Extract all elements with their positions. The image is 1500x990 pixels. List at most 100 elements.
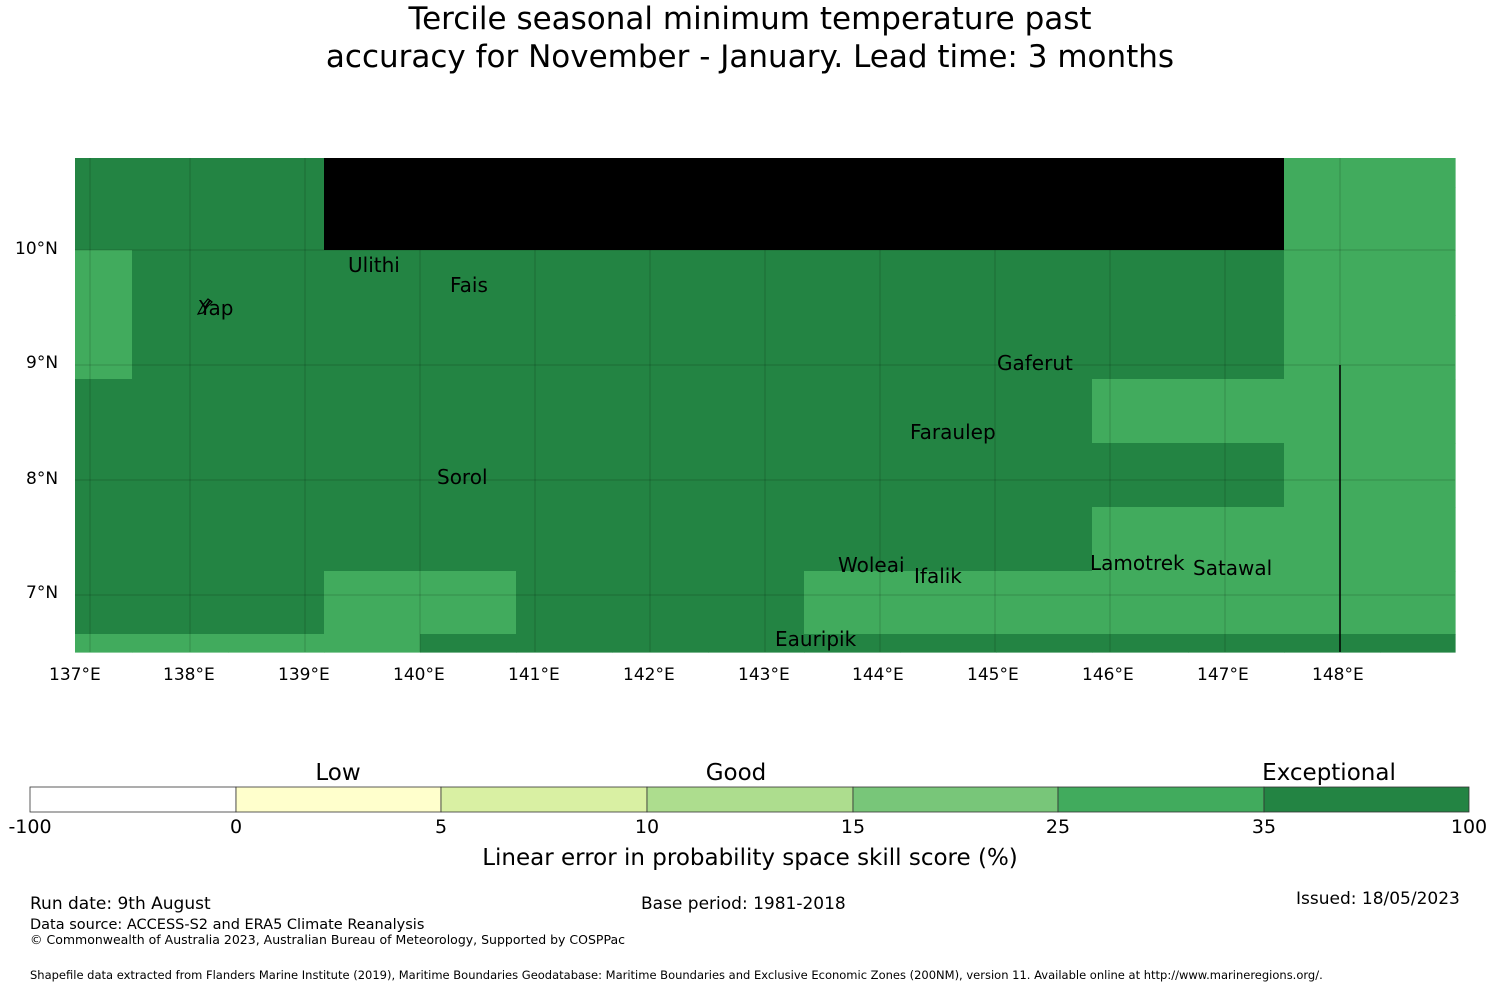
grid-cell [1092, 571, 1189, 635]
grid-cell [996, 250, 1093, 316]
grid-cell [1188, 187, 1285, 251]
lon-tick-142: 142°E [623, 665, 675, 685]
lon-tick-137: 137°E [49, 665, 101, 685]
grid-cell [1092, 315, 1189, 380]
lat-tick-8n: 8°N [26, 469, 59, 489]
grid-cell [75, 571, 133, 635]
grid-cell [1284, 379, 1381, 444]
grid-cell [996, 571, 1093, 635]
grid-cell [612, 507, 709, 572]
grid-cell [1092, 187, 1189, 251]
grid-cell [132, 158, 229, 188]
grid-cell [708, 250, 805, 316]
grid-cell [1092, 250, 1189, 316]
grid-cell [804, 443, 901, 508]
grid-cell [132, 187, 229, 251]
grid-cell [996, 634, 1093, 653]
grid-cell [324, 315, 421, 380]
base-period: Base period: 1981-2018 [641, 894, 846, 914]
place-label-faraulep: Faraulep [910, 420, 996, 444]
grid-cell [75, 315, 133, 380]
grid-cell [612, 187, 709, 251]
lon-tick-147: 147°E [1197, 665, 1249, 685]
grid-cell [420, 315, 517, 380]
place-label-eauripik: Eauripik [775, 627, 857, 651]
copyright: © Commonwealth of Australia 2023, Austra… [30, 932, 625, 947]
grid-cell [75, 250, 133, 316]
grid-cell [900, 187, 997, 251]
chart-title: Tercile seasonal minimum temperature pas… [0, 0, 1500, 76]
grid-cell [516, 158, 613, 188]
grid-cell [996, 507, 1093, 572]
grid-cell [132, 634, 229, 653]
lon-tick-138: 138°E [163, 665, 215, 685]
grid-cell [1188, 507, 1285, 572]
colorbar-tick-minus100: -100 [8, 816, 52, 838]
grid-cell [1380, 571, 1456, 635]
place-label-sorol: Sorol [437, 465, 488, 489]
colorbar-segment [440, 786, 648, 813]
grid-cell [75, 443, 133, 508]
grid-cell [228, 315, 325, 380]
grid-cell [708, 634, 805, 653]
place-label-gaferut: Gaferut [997, 351, 1073, 375]
grid-cell [996, 187, 1093, 251]
place-label-satawal: Satawal [1193, 556, 1273, 580]
grid-cell [708, 187, 805, 251]
grid-cell [228, 571, 325, 635]
grid-cell [420, 187, 517, 251]
grid-cell [516, 571, 613, 635]
grid-cell [1284, 507, 1381, 572]
grid-cell [900, 571, 997, 635]
grid-cell [900, 507, 997, 572]
grid-cell [804, 187, 901, 251]
grid-cell [132, 315, 229, 380]
grid-cell [900, 634, 997, 653]
colorbar-tick-15: 15 [840, 816, 866, 838]
grid-cell [1092, 443, 1189, 508]
colorbar-tick-5: 5 [434, 816, 448, 838]
grid-cell [1284, 158, 1381, 188]
grid-cell [1380, 187, 1456, 251]
place-label-woleai: Woleai [838, 553, 905, 577]
grid-cell [420, 507, 517, 572]
grid-cell [324, 507, 421, 572]
colorbar-segment [235, 786, 442, 813]
grid-cell [75, 379, 133, 444]
colorbar-segment [29, 786, 237, 813]
lon-tick-145: 145°E [967, 665, 1019, 685]
grid-cell [1380, 158, 1456, 188]
colorbar-tick-25: 25 [1045, 816, 1071, 838]
grid-cell [420, 634, 517, 653]
grid-cell [228, 158, 325, 188]
grid-cell [708, 571, 805, 635]
place-label-fais: Fais [450, 273, 488, 297]
grid-cell [1092, 507, 1189, 572]
grid-cell [228, 187, 325, 251]
grid-cell [1380, 634, 1456, 653]
grid-cell [324, 571, 421, 635]
grid-cell [324, 443, 421, 508]
grid-cell [1188, 634, 1285, 653]
grid-cell [804, 379, 901, 444]
grid-cell [1380, 379, 1456, 444]
grid-cell [420, 379, 517, 444]
grid-cell [324, 379, 421, 444]
grid-cell [612, 315, 709, 380]
grid-cell [1284, 571, 1381, 635]
grid-cell [1284, 187, 1381, 251]
colorbar-axis-label: Linear error in probability space skill … [482, 845, 1018, 871]
lat-tick-9n: 9°N [26, 353, 59, 373]
grid-cell [516, 379, 613, 444]
grid-cell [612, 250, 709, 316]
grid-cell [75, 507, 133, 572]
grid-cell [1092, 634, 1189, 653]
grid-cell [228, 443, 325, 508]
grid-cell [708, 507, 805, 572]
lon-tick-143: 143°E [738, 665, 790, 685]
grid-cell [804, 507, 901, 572]
colorbar-tick-0: 0 [229, 816, 243, 838]
yap-island-outline [196, 298, 213, 315]
place-label-ulithi: Ulithi [348, 253, 400, 277]
